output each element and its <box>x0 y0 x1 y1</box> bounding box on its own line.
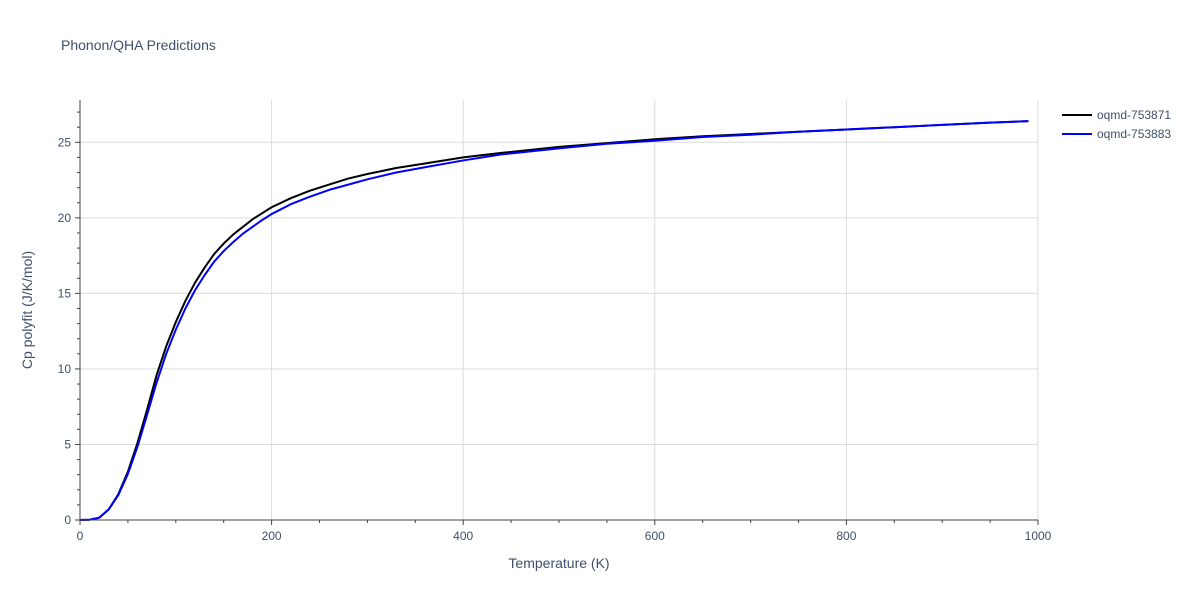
y-tick-label: 10 <box>58 362 72 376</box>
x-tick-label: 600 <box>645 529 665 543</box>
y-tick-label: 25 <box>58 135 72 149</box>
chart-title: Phonon/QHA Predictions <box>61 37 216 53</box>
series-line-1 <box>79 120 1029 521</box>
y-tick-label: 20 <box>58 211 72 225</box>
y-tick-label: 0 <box>64 513 71 527</box>
x-tick-label: 800 <box>836 529 856 543</box>
legend-label: oqmd-753883 <box>1097 127 1171 141</box>
x-tick-label: 400 <box>453 529 473 543</box>
y-tick-label: 15 <box>58 286 72 300</box>
axes: 0 200 400 600 800 1000 0 5 10 15 20 25 <box>58 100 1052 543</box>
plot-area <box>79 120 1029 521</box>
grid <box>80 100 1039 520</box>
legend: oqmd-753871 oqmd-753883 <box>1062 108 1171 141</box>
y-axis-label: Cp polyfit (J/K/mol) <box>19 251 35 369</box>
y-tick-label: 5 <box>64 437 71 451</box>
x-tick-label: 200 <box>262 529 282 543</box>
x-axis-label: Temperature (K) <box>508 555 609 571</box>
legend-label: oqmd-753871 <box>1097 108 1171 122</box>
x-tick-label: 1000 <box>1025 529 1052 543</box>
x-tick-label: 0 <box>77 529 84 543</box>
series-line-2 <box>79 120 1029 521</box>
